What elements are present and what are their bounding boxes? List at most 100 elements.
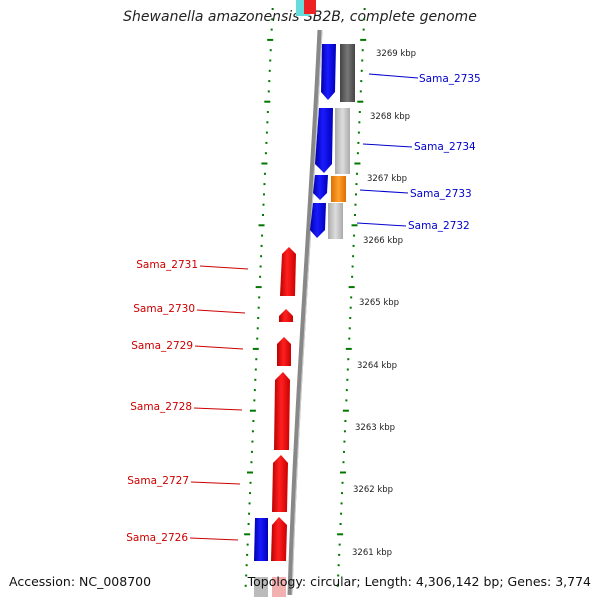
scale-tick-right-49: [340, 512, 343, 515]
cog-sama-2732: [328, 203, 343, 239]
scale-tick-right-38: [345, 399, 348, 402]
cds-sama-2726: [271, 517, 287, 561]
scale-tick-right-5: [361, 59, 364, 62]
topology-text: Topology: circular; Length: 4,306,142 bp…: [247, 574, 591, 589]
cds-sama-2732: [310, 203, 326, 238]
cds-sama-2729: [277, 337, 291, 366]
scale-tick-right-9: [357, 100, 364, 103]
scale-tick-left-36: [254, 378, 257, 381]
scale-tick-left-48: [248, 502, 251, 505]
scale-tick-right-22: [353, 234, 356, 237]
scale-tick-right-32: [348, 337, 351, 340]
scale-tick-right-2: [362, 28, 365, 31]
scale-tick-left-39: [249, 409, 256, 412]
scale-tick-right-25: [351, 265, 354, 268]
scale-tick-left-37: [253, 389, 256, 392]
cds-sama-2731: [280, 247, 296, 296]
gene-label-sama-2726: Sama_2726: [126, 532, 188, 544]
scale-tick-left-14: [264, 152, 267, 155]
scale-tick-left-1: [271, 18, 274, 21]
scale-tick-right-1: [363, 18, 366, 21]
scale-tick-left-28: [258, 296, 261, 299]
cds-sama-2727: [272, 455, 288, 512]
scale-tick-right-11: [358, 121, 361, 124]
scale-tick-left-38: [253, 399, 256, 402]
scale-tick-left-41: [251, 430, 254, 433]
scale-tick-right-48: [340, 502, 343, 505]
scale-tick-right-39: [342, 409, 349, 412]
scale-tick-left-35: [254, 368, 257, 371]
scale-tick-right-10: [358, 111, 361, 113]
scale-tick-right-56: [336, 584, 339, 587]
partial-gene-bottom-pink: [272, 577, 286, 597]
scale-tick-right-26: [351, 275, 354, 278]
scale-tick-left-7: [268, 80, 271, 83]
cog-sama-2733: [331, 176, 346, 202]
cds-sama-2735: [321, 44, 336, 100]
scale-tick-left-40: [252, 420, 255, 422]
scale-tick-right-4: [361, 49, 364, 52]
scale-tick-left-25: [259, 265, 262, 268]
scale-tick-right-21: [351, 224, 358, 227]
scale-tick-right-51: [337, 533, 344, 536]
scale-label-3261: 3261 kbp: [352, 548, 392, 558]
scale-tick-left-29: [257, 306, 260, 309]
scale-tick-left-13: [265, 141, 268, 144]
forward-label-lines: [356, 73, 419, 227]
cog-sama-2734: [335, 108, 350, 174]
cds-sama-2730: [279, 309, 293, 322]
scale-tick-right-52: [338, 543, 341, 546]
scale-tick-left-2: [270, 28, 273, 31]
scale-tick-right-41: [343, 430, 346, 433]
cds-sama-2728: [274, 372, 290, 450]
scale-tick-left-49: [248, 512, 251, 515]
scale-ticks: [244, 8, 367, 587]
scale-tick-left-32: [256, 337, 259, 340]
scale-tick-right-19: [354, 203, 357, 206]
map-title: Shewanella amazonensis SB2B, complete ge…: [123, 9, 477, 25]
scale-label-3263: 3263 kbp: [355, 423, 395, 433]
scale-tick-right-28: [350, 296, 353, 299]
scale-tick-left-24: [260, 255, 263, 258]
scale-tick-right-18: [354, 193, 357, 196]
gene-label-sama-2732: Sama_2732: [408, 220, 470, 232]
scale-tick-right-15: [354, 162, 361, 165]
scale-tick-right-33: [345, 347, 352, 350]
scale-tick-left-8: [267, 90, 270, 93]
scale-tick-left-3: [267, 38, 274, 41]
scale-tick-left-42: [251, 440, 254, 443]
reverse-label-lines: [189, 265, 249, 541]
scale-tick-left-27: [255, 286, 262, 289]
cds-sama-2734: [315, 108, 333, 173]
scale-tick-left-50: [247, 523, 250, 525]
scale-tick-left-0: [271, 8, 274, 10]
gene-label-sama-2734: Sama_2734: [414, 141, 476, 153]
cds-sama-2733: [313, 175, 328, 200]
scale-tick-right-14: [356, 152, 359, 155]
scale-tick-left-10: [266, 111, 269, 113]
scale-tick-right-45: [339, 471, 346, 474]
scale-tick-right-12: [357, 131, 360, 134]
scale-tick-right-7: [360, 80, 363, 83]
scale-label-3262: 3262 kbp: [353, 485, 393, 495]
scale-tick-left-56: [244, 584, 247, 587]
scale-tick-right-27: [348, 286, 355, 289]
gene-label-sama-2733: Sama_2733: [410, 188, 472, 200]
scale-tick-left-44: [250, 461, 253, 464]
scale-tick-right-37: [345, 389, 348, 392]
scale-label-3266: 3266 kbp: [363, 236, 403, 246]
scale-tick-right-13: [357, 141, 360, 144]
scale-tick-right-54: [337, 564, 340, 567]
scale-tick-left-26: [259, 275, 262, 278]
scale-label-3269: 3269 kbp: [376, 49, 416, 59]
scale-tick-right-46: [341, 481, 344, 484]
scale-tick-right-6: [360, 69, 363, 72]
scale-tick-left-6: [268, 69, 271, 72]
scale-tick-left-20: [262, 214, 265, 216]
scale-tick-right-43: [342, 450, 345, 453]
scale-tick-right-24: [352, 255, 355, 258]
gene-label-sama-2730: Sama_2730: [133, 303, 195, 315]
scale-tick-right-0: [363, 8, 366, 10]
scale-tick-left-5: [269, 59, 272, 62]
